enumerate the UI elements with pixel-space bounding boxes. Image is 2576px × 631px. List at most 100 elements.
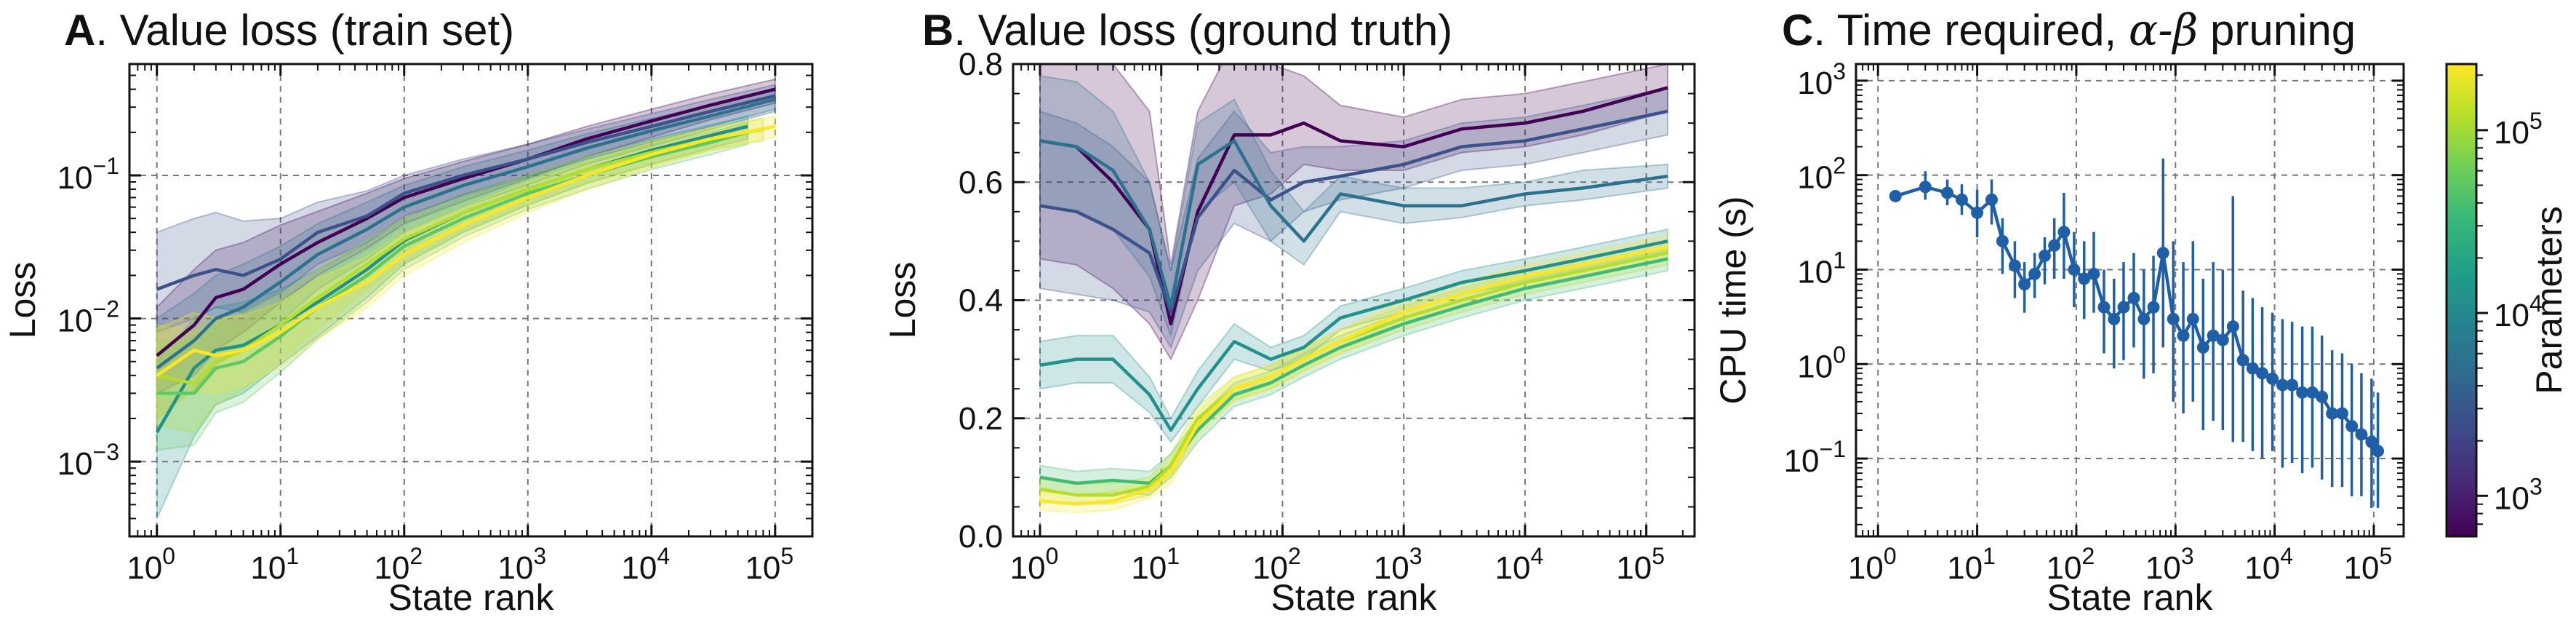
data-point <box>2207 329 2220 342</box>
x-tick-label: 101 <box>1131 543 1180 586</box>
tick-exponent: 5 <box>2380 543 2393 569</box>
data-point <box>2216 333 2229 346</box>
tick-base: 10 <box>1797 160 1833 196</box>
x-tick-label: 103 <box>2145 543 2194 586</box>
tick-exponent: 3 <box>1833 58 1846 84</box>
series-band <box>156 117 764 434</box>
tick-base: 10 <box>2244 550 2280 586</box>
tick-exponent: 1 <box>1167 543 1180 569</box>
tick-exponent: 1 <box>1833 247 1846 273</box>
panel-title-text: . Value loss (ground truth) <box>953 6 1452 55</box>
plot-area <box>1039 64 1669 514</box>
tick-base: 10 <box>745 550 780 586</box>
tick-exponent: −1 <box>1820 436 1846 462</box>
data-point <box>2196 341 2209 354</box>
panel-title-text: . Value loss (train set) <box>95 6 514 55</box>
series-line <box>1039 239 1668 432</box>
data-point <box>2355 428 2368 441</box>
data-point <box>2147 301 2160 314</box>
tick-exponent: 3 <box>2529 473 2543 499</box>
tick-base: 10 <box>2494 115 2529 151</box>
y-axis-label: Loss <box>2 262 43 339</box>
x-tick-label: 100 <box>1848 543 1897 586</box>
series-line <box>1039 257 1668 485</box>
tick-base: 10 <box>2344 550 2380 586</box>
data-point <box>2236 354 2249 367</box>
grid <box>1856 64 2404 536</box>
tick-exponent: 5 <box>1652 543 1665 569</box>
tick-base: 10 <box>621 550 657 586</box>
x-tick-label: 105 <box>2344 543 2393 586</box>
tick-exponent: 5 <box>2529 108 2543 134</box>
data-point <box>2117 301 2130 314</box>
x-axis-label: State rank <box>2047 577 2214 618</box>
data-point <box>2127 292 2140 305</box>
x-axis-label: State rank <box>1271 577 1438 618</box>
data-point <box>2305 386 2319 399</box>
tick-base: 10 <box>1131 550 1167 586</box>
data-point <box>2108 312 2121 325</box>
y-tick-label: 100 <box>1797 341 1846 384</box>
tick-base: 10 <box>1374 550 1409 586</box>
data-point <box>2226 320 2239 333</box>
series-band <box>156 84 776 334</box>
series-line <box>1039 86 1668 326</box>
x-axis-label: State rank <box>388 577 555 618</box>
panel-letter: C <box>1782 6 1813 55</box>
tick-base: 10 <box>2145 550 2181 586</box>
colorbar-frame <box>2445 63 2478 538</box>
tick-base: 10 <box>2494 480 2529 516</box>
tick-base: 10 <box>1495 550 1531 586</box>
data-point <box>2057 226 2071 239</box>
tick-base: 10 <box>127 550 162 586</box>
data-point <box>2296 386 2309 399</box>
tick-base: 10 <box>2047 550 2082 586</box>
tick-exponent: 2 <box>409 543 423 569</box>
colorbar-tick-label: 104 <box>2494 290 2543 333</box>
y-tick-label: 102 <box>1797 153 1846 196</box>
y-tick-label: 0.6 <box>959 164 1003 200</box>
data-point <box>1919 180 1932 194</box>
series-line <box>156 127 764 386</box>
tick-exponent: −2 <box>93 296 119 322</box>
series-line <box>1039 139 1668 308</box>
series-band <box>156 121 749 451</box>
panel-letter: B <box>922 6 953 55</box>
tick-base: 10 <box>57 303 93 339</box>
data-point <box>2028 267 2041 280</box>
panel-title-text: . Time required, <box>1813 6 2129 55</box>
x-tick-label: 102 <box>2047 543 2095 586</box>
y-tick-label: 103 <box>1797 58 1846 101</box>
panel-title-math: α-β <box>2129 5 2198 56</box>
y-tick-label: 0.0 <box>959 519 1003 555</box>
y-tick-label: 0.4 <box>959 283 1003 319</box>
series-band <box>1039 75 1669 338</box>
colorbar-tick-label: 105 <box>2494 108 2543 151</box>
tick-base: 10 <box>57 446 93 482</box>
data-point <box>2286 378 2299 392</box>
panel-title: B. Value loss (ground truth) <box>922 6 1452 55</box>
x-tick-label: 102 <box>1252 543 1301 586</box>
plot-frame <box>1012 63 1696 538</box>
tick-exponent: 0 <box>1833 341 1846 368</box>
data-point <box>2137 312 2151 325</box>
x-tick-label: 100 <box>127 543 175 586</box>
data-point <box>1941 186 1954 199</box>
panel-title: C. Time required, α-β pruning <box>1782 5 2356 56</box>
data-point <box>2038 249 2051 262</box>
tick-exponent: −1 <box>93 153 119 179</box>
data-point <box>2087 267 2100 280</box>
data-point <box>2276 378 2289 392</box>
x-tick-label: 104 <box>2244 543 2293 586</box>
data-point <box>2316 390 2329 403</box>
y-tick-label: 10−1 <box>57 153 119 196</box>
data-point <box>2266 372 2279 385</box>
grid <box>129 64 812 536</box>
x-tick-label: 101 <box>1947 543 1996 586</box>
series-line <box>156 87 776 357</box>
data-point <box>2048 239 2061 252</box>
data-point <box>1971 206 1984 219</box>
tick-exponent: 1 <box>1983 543 1996 569</box>
